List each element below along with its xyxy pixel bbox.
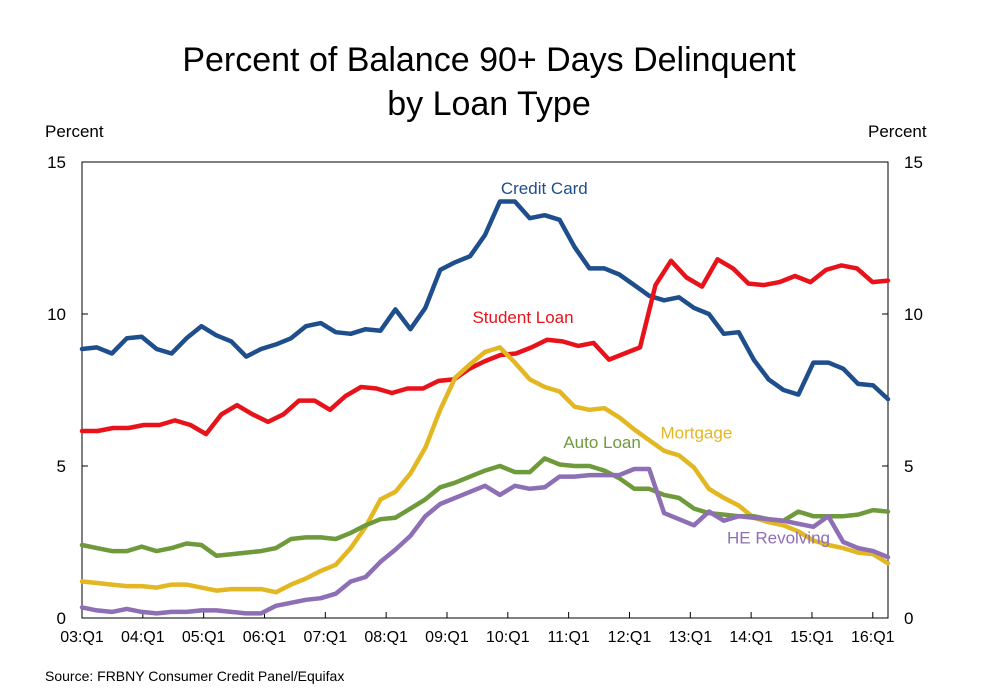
x-tick-label-4: 07:Q1 (304, 629, 348, 646)
series-labels: Credit Card Student Loan Mortgage Auto Loan… (472, 179, 830, 548)
series-label-2: Mortgage (660, 424, 732, 443)
series-label-0: Credit Card (501, 179, 588, 198)
plot-area-frame (81, 161, 889, 619)
x-tick-label-12: 15:Q1 (790, 629, 834, 646)
y-tick-label-left-1: 5 (57, 457, 66, 476)
y-tick-label-left-2: 10 (47, 305, 66, 324)
x-tick-label-9: 12:Q1 (608, 629, 652, 646)
y-tick-label-left-3: 15 (47, 153, 66, 172)
left-axis-label: Percent (45, 122, 104, 141)
y-tick-label-right-2: 10 (904, 305, 923, 324)
series-label-3: Auto Loan (563, 433, 641, 452)
series-line-4 (79, 466, 891, 616)
chart-title-line-1: Percent of Balance 90+ Days Delinquent (182, 41, 796, 79)
x-tick-label-8: 11:Q1 (547, 629, 590, 646)
series-lines (79, 199, 891, 616)
axis-ticks: 0 0 5 5 10 10 15 15 03:Q1 04:Q1 05:Q1 06:Q1 07:Q1 08:… (47, 153, 923, 646)
series-line-0 (79, 199, 891, 402)
x-tick-label-2: 05:Q1 (182, 629, 226, 646)
x-tick-label-10: 13:Q1 (669, 629, 713, 646)
x-tick-label-5: 08:Q1 (364, 629, 408, 646)
x-tick-label-1: 04:Q1 (121, 629, 165, 646)
chart-title-line-2: by Loan Type (387, 85, 591, 123)
y-tick-label-right-1: 5 (904, 457, 913, 476)
series-line-1 (79, 257, 891, 437)
x-tick-label-13: 16:Q1 (851, 629, 895, 646)
y-tick-label-right-3: 15 (904, 153, 923, 172)
right-axis-label: Percent (868, 122, 927, 141)
x-tick-label-0: 03:Q1 (60, 629, 104, 646)
source-note: Source: FRBNY Consumer Credit Panel/Equi… (45, 668, 345, 684)
series-label-4: HE Revolving (727, 529, 830, 548)
x-tick-label-6: 09:Q1 (425, 629, 469, 646)
series-label-1: Student Loan (472, 308, 573, 327)
x-tick-label-11: 14:Q1 (729, 629, 773, 646)
y-tick-label-left-0: 0 (57, 609, 66, 628)
x-tick-label-3: 06:Q1 (243, 629, 287, 646)
x-tick-label-7: 10:Q1 (486, 629, 530, 646)
y-tick-label-right-0: 0 (904, 609, 913, 628)
chart-title: Percent of Balance 90+ Days Delinquent b… (0, 38, 978, 126)
